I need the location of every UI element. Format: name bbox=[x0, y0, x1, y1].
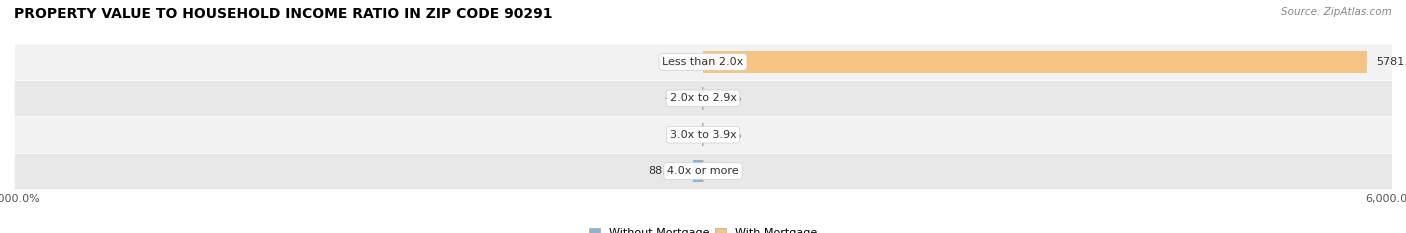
Text: 88.0%: 88.0% bbox=[648, 166, 683, 176]
Text: 6.7%: 6.7% bbox=[713, 166, 741, 176]
Bar bbox=[703, 51, 1367, 73]
Text: PROPERTY VALUE TO HOUSEHOLD INCOME RATIO IN ZIP CODE 90291: PROPERTY VALUE TO HOUSEHOLD INCOME RATIO… bbox=[14, 7, 553, 21]
Text: 5.3%: 5.3% bbox=[713, 130, 741, 140]
Bar bbox=[14, 153, 1392, 189]
Legend: Without Mortgage, With Mortgage: Without Mortgage, With Mortgage bbox=[585, 223, 821, 233]
Text: 5.6%: 5.6% bbox=[713, 93, 741, 103]
Text: 2.1%: 2.1% bbox=[665, 57, 693, 67]
Text: 5781.7%: 5781.7% bbox=[1376, 57, 1406, 67]
Bar bbox=[14, 44, 1392, 80]
Text: 4.6%: 4.6% bbox=[665, 93, 693, 103]
Bar bbox=[693, 160, 703, 182]
Text: 4.0x or more: 4.0x or more bbox=[668, 166, 738, 176]
Bar bbox=[14, 116, 1392, 153]
Text: Source: ZipAtlas.com: Source: ZipAtlas.com bbox=[1281, 7, 1392, 17]
Bar bbox=[14, 80, 1392, 116]
Text: 2.0x to 2.9x: 2.0x to 2.9x bbox=[669, 93, 737, 103]
Text: 3.0x to 3.9x: 3.0x to 3.9x bbox=[669, 130, 737, 140]
Text: 5.3%: 5.3% bbox=[665, 130, 693, 140]
Text: Less than 2.0x: Less than 2.0x bbox=[662, 57, 744, 67]
